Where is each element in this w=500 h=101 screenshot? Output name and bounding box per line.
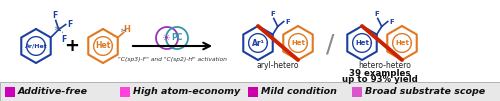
Text: H: H <box>124 25 130 34</box>
Text: Ar¹: Ar¹ <box>252 38 264 47</box>
Text: Additive-free: Additive-free <box>18 87 88 96</box>
Text: Het: Het <box>291 40 305 46</box>
Text: ✂: ✂ <box>55 25 60 32</box>
Text: Het: Het <box>96 42 110 50</box>
Text: F: F <box>61 35 66 44</box>
Text: F: F <box>52 11 58 19</box>
Text: Mild condition: Mild condition <box>261 87 337 96</box>
Text: Het: Het <box>395 40 409 46</box>
Text: High atom-economy: High atom-economy <box>133 87 240 96</box>
Text: F: F <box>390 18 394 25</box>
Text: F: F <box>374 12 379 17</box>
Text: ✂: ✂ <box>121 27 126 34</box>
Text: 39 examples: 39 examples <box>349 68 411 77</box>
Bar <box>120 86 130 96</box>
Bar <box>248 86 258 96</box>
Text: ☀: ☀ <box>162 33 170 43</box>
Bar <box>352 86 362 96</box>
Text: /: / <box>326 32 334 56</box>
Text: Het: Het <box>355 40 369 46</box>
Text: "C(sp3)-F" and "C(sp2)-H" activation: "C(sp3)-F" and "C(sp2)-H" activation <box>118 57 227 63</box>
Text: hetero-hetero: hetero-hetero <box>358 60 412 69</box>
Text: +: + <box>64 37 80 55</box>
Bar <box>5 86 15 96</box>
Text: F: F <box>270 12 275 17</box>
Text: Ar/Het: Ar/Het <box>24 44 48 48</box>
Bar <box>0 82 500 101</box>
Text: F: F <box>68 20 73 29</box>
Text: PC: PC <box>172 34 182 43</box>
Text: up to 93% yield: up to 93% yield <box>342 76 418 85</box>
Text: Broad substrate scope: Broad substrate scope <box>365 87 485 96</box>
Text: F: F <box>286 18 290 25</box>
Text: aryl-hetero: aryl-hetero <box>257 60 299 69</box>
